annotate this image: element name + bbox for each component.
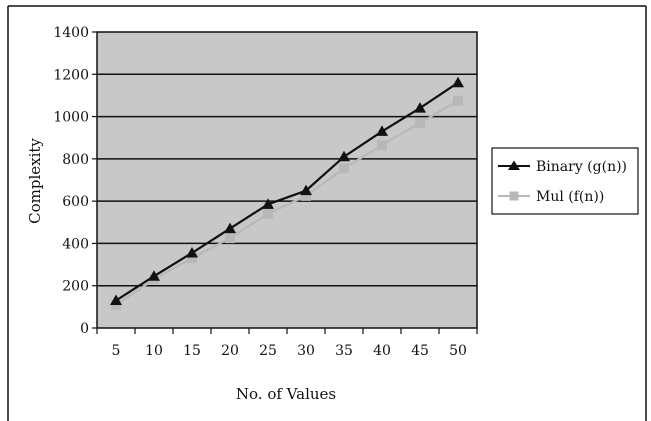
- x-tick-label: 30: [297, 343, 315, 359]
- x-tick-label: 25: [259, 343, 277, 359]
- data-point-binary: [110, 294, 122, 306]
- data-point-mul: [263, 208, 273, 219]
- plot-area: [96, 31, 478, 329]
- x-axis: 5 10 15 20 25 30 35 40 45 50: [96, 328, 478, 359]
- data-point-binary: [148, 270, 160, 281]
- x-tick-label: 50: [449, 343, 467, 359]
- data-point-mul: [225, 233, 235, 244]
- data-point-binary: [262, 198, 274, 209]
- x-tick-label: 45: [411, 343, 429, 359]
- data-point-binary: [224, 222, 236, 234]
- data-point-binary: [452, 76, 464, 88]
- legend: Binary (g(n)) Mul (f(n)): [491, 147, 639, 215]
- legend-mul-label: Mul (f(n)): [536, 189, 604, 205]
- x-tick-label: 20: [221, 343, 239, 359]
- data-point-mul: [415, 117, 425, 128]
- data-point-binary: [376, 125, 388, 136]
- y-tick-label: 1400: [53, 25, 89, 41]
- data-point-mul: [339, 163, 349, 174]
- data-point-mul: [187, 253, 197, 264]
- data-point-binary: [414, 102, 426, 113]
- data-point-mul: [453, 95, 463, 106]
- series-line-mul: [115, 99, 459, 306]
- y-tick-label: 1000: [53, 110, 89, 126]
- data-point-binary: [300, 184, 312, 196]
- x-tick-label: 10: [145, 343, 163, 359]
- legend-mul-square-icon: [509, 191, 519, 201]
- x-tick-label: 35: [335, 343, 353, 359]
- x-tick-label: 15: [183, 343, 201, 359]
- y-tick-label: 400: [62, 236, 89, 252]
- data-point-mul: [301, 190, 311, 201]
- series-line-binary: [115, 81, 459, 302]
- y-axis-label: Complexity: [26, 138, 44, 224]
- y-tick-label: 800: [62, 152, 89, 168]
- data-point-mul: [377, 140, 387, 151]
- data-point-binary: [186, 246, 198, 258]
- data-point-binary: [338, 150, 350, 162]
- gridlines: [97, 73, 477, 287]
- legend-binary-label: Binary (g(n)): [536, 159, 627, 175]
- x-tick-label: 40: [373, 343, 391, 359]
- x-tick-label: 5: [112, 343, 121, 359]
- y-tick-label: 0: [80, 321, 89, 337]
- y-tick-label: 1200: [53, 67, 89, 83]
- legend-binary-triangle-icon: [508, 160, 520, 170]
- y-tick-label: 600: [62, 194, 89, 210]
- y-tick-label: 200: [62, 279, 89, 295]
- legend-box: [491, 147, 639, 215]
- x-axis-label: No. of Values: [236, 385, 336, 403]
- y-axis: 0 200 400 600 800 1000 1200 1400: [53, 25, 97, 337]
- series-layer: [110, 76, 464, 310]
